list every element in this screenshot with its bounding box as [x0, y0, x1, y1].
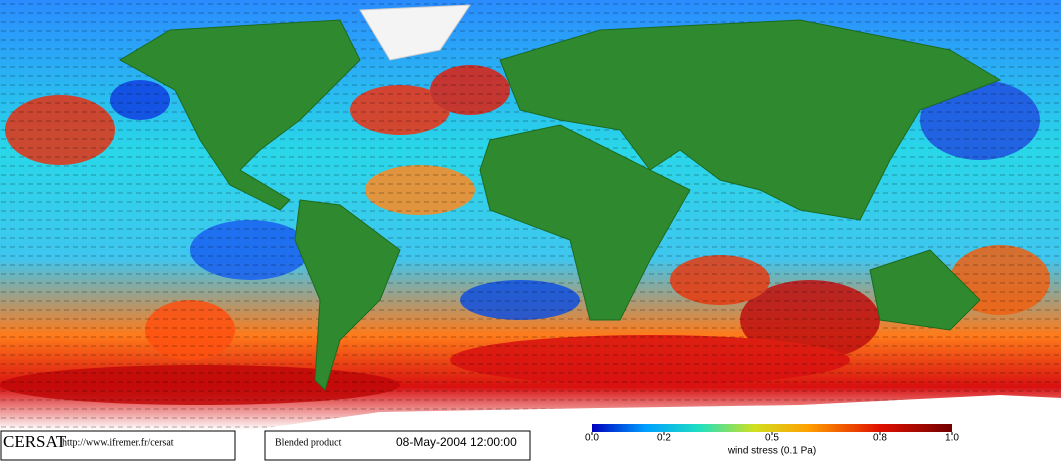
logo: CERSAT	[3, 432, 67, 451]
product-box	[264, 430, 531, 461]
colorbar-tick-label: 1.0	[945, 433, 959, 444]
colorbar	[592, 424, 952, 432]
product: Blended product	[275, 437, 342, 448]
greenland	[359, 4, 471, 61]
date: 08-May-2004 12:00:00	[396, 435, 517, 449]
australia	[869, 249, 981, 331]
south-america	[294, 199, 401, 391]
url-box	[0, 430, 236, 461]
eurasia	[499, 19, 1002, 221]
north-america	[118, 19, 361, 211]
colorbar-tick-label: 0.2	[657, 433, 671, 444]
colorbar-tick-label: 0.0	[585, 433, 599, 444]
africa	[479, 124, 691, 321]
colorbar-label: wind stress (0.1 Pa)	[727, 446, 816, 457]
url[interactable]: http://www.ifremer.fr/cersat	[62, 437, 174, 448]
continents	[118, 19, 1002, 391]
colorbar-tick-label: 0.5	[765, 433, 779, 444]
colorbar-tick-label: 0.8	[873, 433, 887, 444]
